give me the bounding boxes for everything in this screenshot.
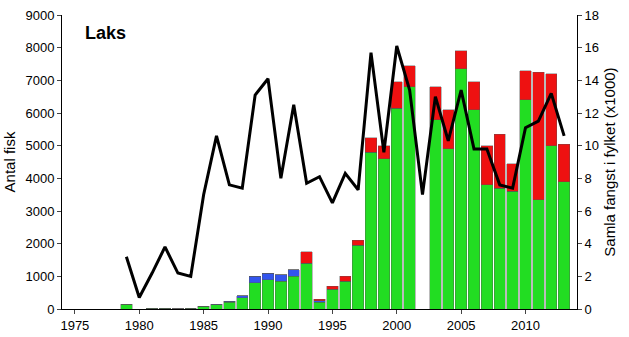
svg-text:0: 0 — [47, 302, 54, 317]
svg-text:8000: 8000 — [25, 40, 54, 55]
svg-text:1980: 1980 — [125, 318, 154, 333]
svg-text:2000: 2000 — [382, 318, 411, 333]
svg-text:Antal fisk: Antal fisk — [1, 131, 18, 192]
svg-text:16: 16 — [585, 40, 599, 55]
svg-text:18: 18 — [585, 8, 599, 23]
svg-text:0: 0 — [585, 302, 592, 317]
svg-text:1990: 1990 — [254, 318, 283, 333]
svg-text:4: 4 — [585, 236, 592, 251]
svg-text:6000: 6000 — [25, 106, 54, 121]
svg-text:8: 8 — [585, 171, 592, 186]
svg-text:1000: 1000 — [25, 269, 54, 284]
svg-text:2010: 2010 — [511, 318, 540, 333]
svg-text:5000: 5000 — [25, 138, 54, 153]
svg-text:Laks: Laks — [85, 23, 126, 43]
svg-text:9000: 9000 — [25, 8, 54, 23]
svg-text:12: 12 — [585, 106, 599, 121]
svg-text:3000: 3000 — [25, 204, 54, 219]
svg-text:6: 6 — [585, 204, 592, 219]
svg-text:1995: 1995 — [318, 318, 347, 333]
svg-text:Samla fangst i fylket (x1000): Samla fangst i fylket (x1000) — [601, 67, 618, 256]
svg-text:2: 2 — [585, 269, 592, 284]
svg-text:7000: 7000 — [25, 73, 54, 88]
svg-text:2005: 2005 — [447, 318, 476, 333]
svg-text:1975: 1975 — [60, 318, 89, 333]
svg-text:2000: 2000 — [25, 236, 54, 251]
svg-text:1985: 1985 — [189, 318, 218, 333]
svg-text:14: 14 — [585, 73, 599, 88]
svg-text:4000: 4000 — [25, 171, 54, 186]
svg-text:10: 10 — [585, 138, 599, 153]
